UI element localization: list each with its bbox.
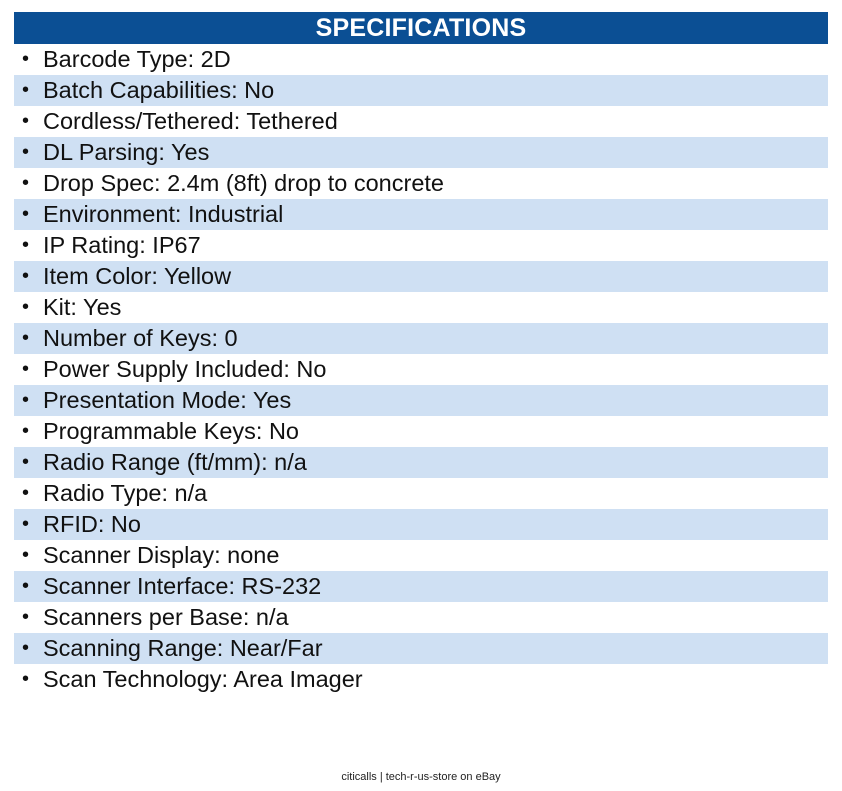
spec-text: Barcode Type: 2D [43,46,231,72]
spec-row: • Item Color: Yellow [14,261,828,292]
bullet-icon: • [22,110,30,132]
spec-text: Power Supply Included: No [43,356,327,382]
spec-text: Item Color: Yellow [43,263,232,289]
spec-row: • Environment: Industrial [14,199,828,230]
spec-row: • RFID: No [14,509,828,540]
specifications-list: • Barcode Type: 2D • Batch Capabilities: N… [14,44,828,695]
spec-row: • Power Supply Included: No [14,354,828,385]
spec-row: • Kit: Yes [14,292,828,323]
spec-text: Radio Range (ft/mm): n/a [43,449,307,475]
spec-row: • Radio Range (ft/mm): n/a [14,447,828,478]
spec-text: Scan Technology: Area Imager [43,666,363,692]
bullet-icon: • [22,482,30,504]
spec-row: • Scanner Display: none [14,540,828,571]
specifications-table: SPECIFICATIONS • Barcode Type: 2D • Batch … [14,12,828,695]
bullet-icon: • [22,203,30,225]
footer-credit: citicalls | tech-r-us-store on eBay [341,771,501,783]
spec-text: Presentation Mode: Yes [43,387,292,413]
bullet-icon: • [22,234,30,256]
spec-row: • Scanner Interface: RS-232 [14,571,828,602]
spec-row: • Presentation Mode: Yes [14,385,828,416]
spec-row: • Cordless/Tethered: Tethered [14,106,828,137]
bullet-icon: • [22,172,30,194]
bullet-icon: • [22,637,30,659]
bullet-icon: • [22,420,30,442]
spec-row: • Scan Technology: Area Imager [14,664,828,695]
spec-row: • Programmable Keys: No [14,416,828,447]
spec-text: Radio Type: n/a [43,480,208,506]
spec-row: • Radio Type: n/a [14,478,828,509]
spec-row: • Drop Spec: 2.4m (8ft) drop to concrete [14,168,828,199]
bullet-icon: • [22,389,30,411]
bullet-icon: • [22,513,30,535]
spec-text: Kit: Yes [43,294,122,320]
spec-text: IP Rating: IP67 [43,232,201,258]
spec-row: • Scanning Range: Near/Far [14,633,828,664]
spec-text: Scanning Range: Near/Far [43,635,323,661]
spec-text: Scanner Display: none [43,542,280,568]
spec-text: Number of Keys: 0 [43,325,238,351]
bullet-icon: • [22,451,30,473]
spec-row: • DL Parsing: Yes [14,137,828,168]
bullet-icon: • [22,141,30,163]
spec-text: Batch Capabilities: No [43,77,275,103]
spec-text: RFID: No [43,511,141,537]
bullet-icon: • [22,358,30,380]
spec-text: Scanner Interface: RS-232 [43,573,322,599]
spec-text: DL Parsing: Yes [43,139,210,165]
spec-text: Drop Spec: 2.4m (8ft) drop to concrete [43,170,444,196]
bullet-icon: • [22,296,30,318]
spec-row: • Scanners per Base: n/a [14,602,828,633]
spec-text: Scanners per Base: n/a [43,604,289,630]
spec-row: • IP Rating: IP67 [14,230,828,261]
bullet-icon: • [22,265,30,287]
spec-text: Cordless/Tethered: Tethered [43,108,338,134]
bullet-icon: • [22,575,30,597]
bullet-icon: • [22,48,30,70]
bullet-icon: • [22,79,30,101]
bullet-icon: • [22,606,30,628]
specifications-header: SPECIFICATIONS [14,12,828,44]
spec-row: • Batch Capabilities: No [14,75,828,106]
bullet-icon: • [22,668,30,690]
spec-text: Programmable Keys: No [43,418,299,444]
bullet-icon: • [22,327,30,349]
spec-row: • Barcode Type: 2D [14,44,828,75]
bullet-icon: • [22,544,30,566]
spec-text: Environment: Industrial [43,201,284,227]
spec-row: • Number of Keys: 0 [14,323,828,354]
